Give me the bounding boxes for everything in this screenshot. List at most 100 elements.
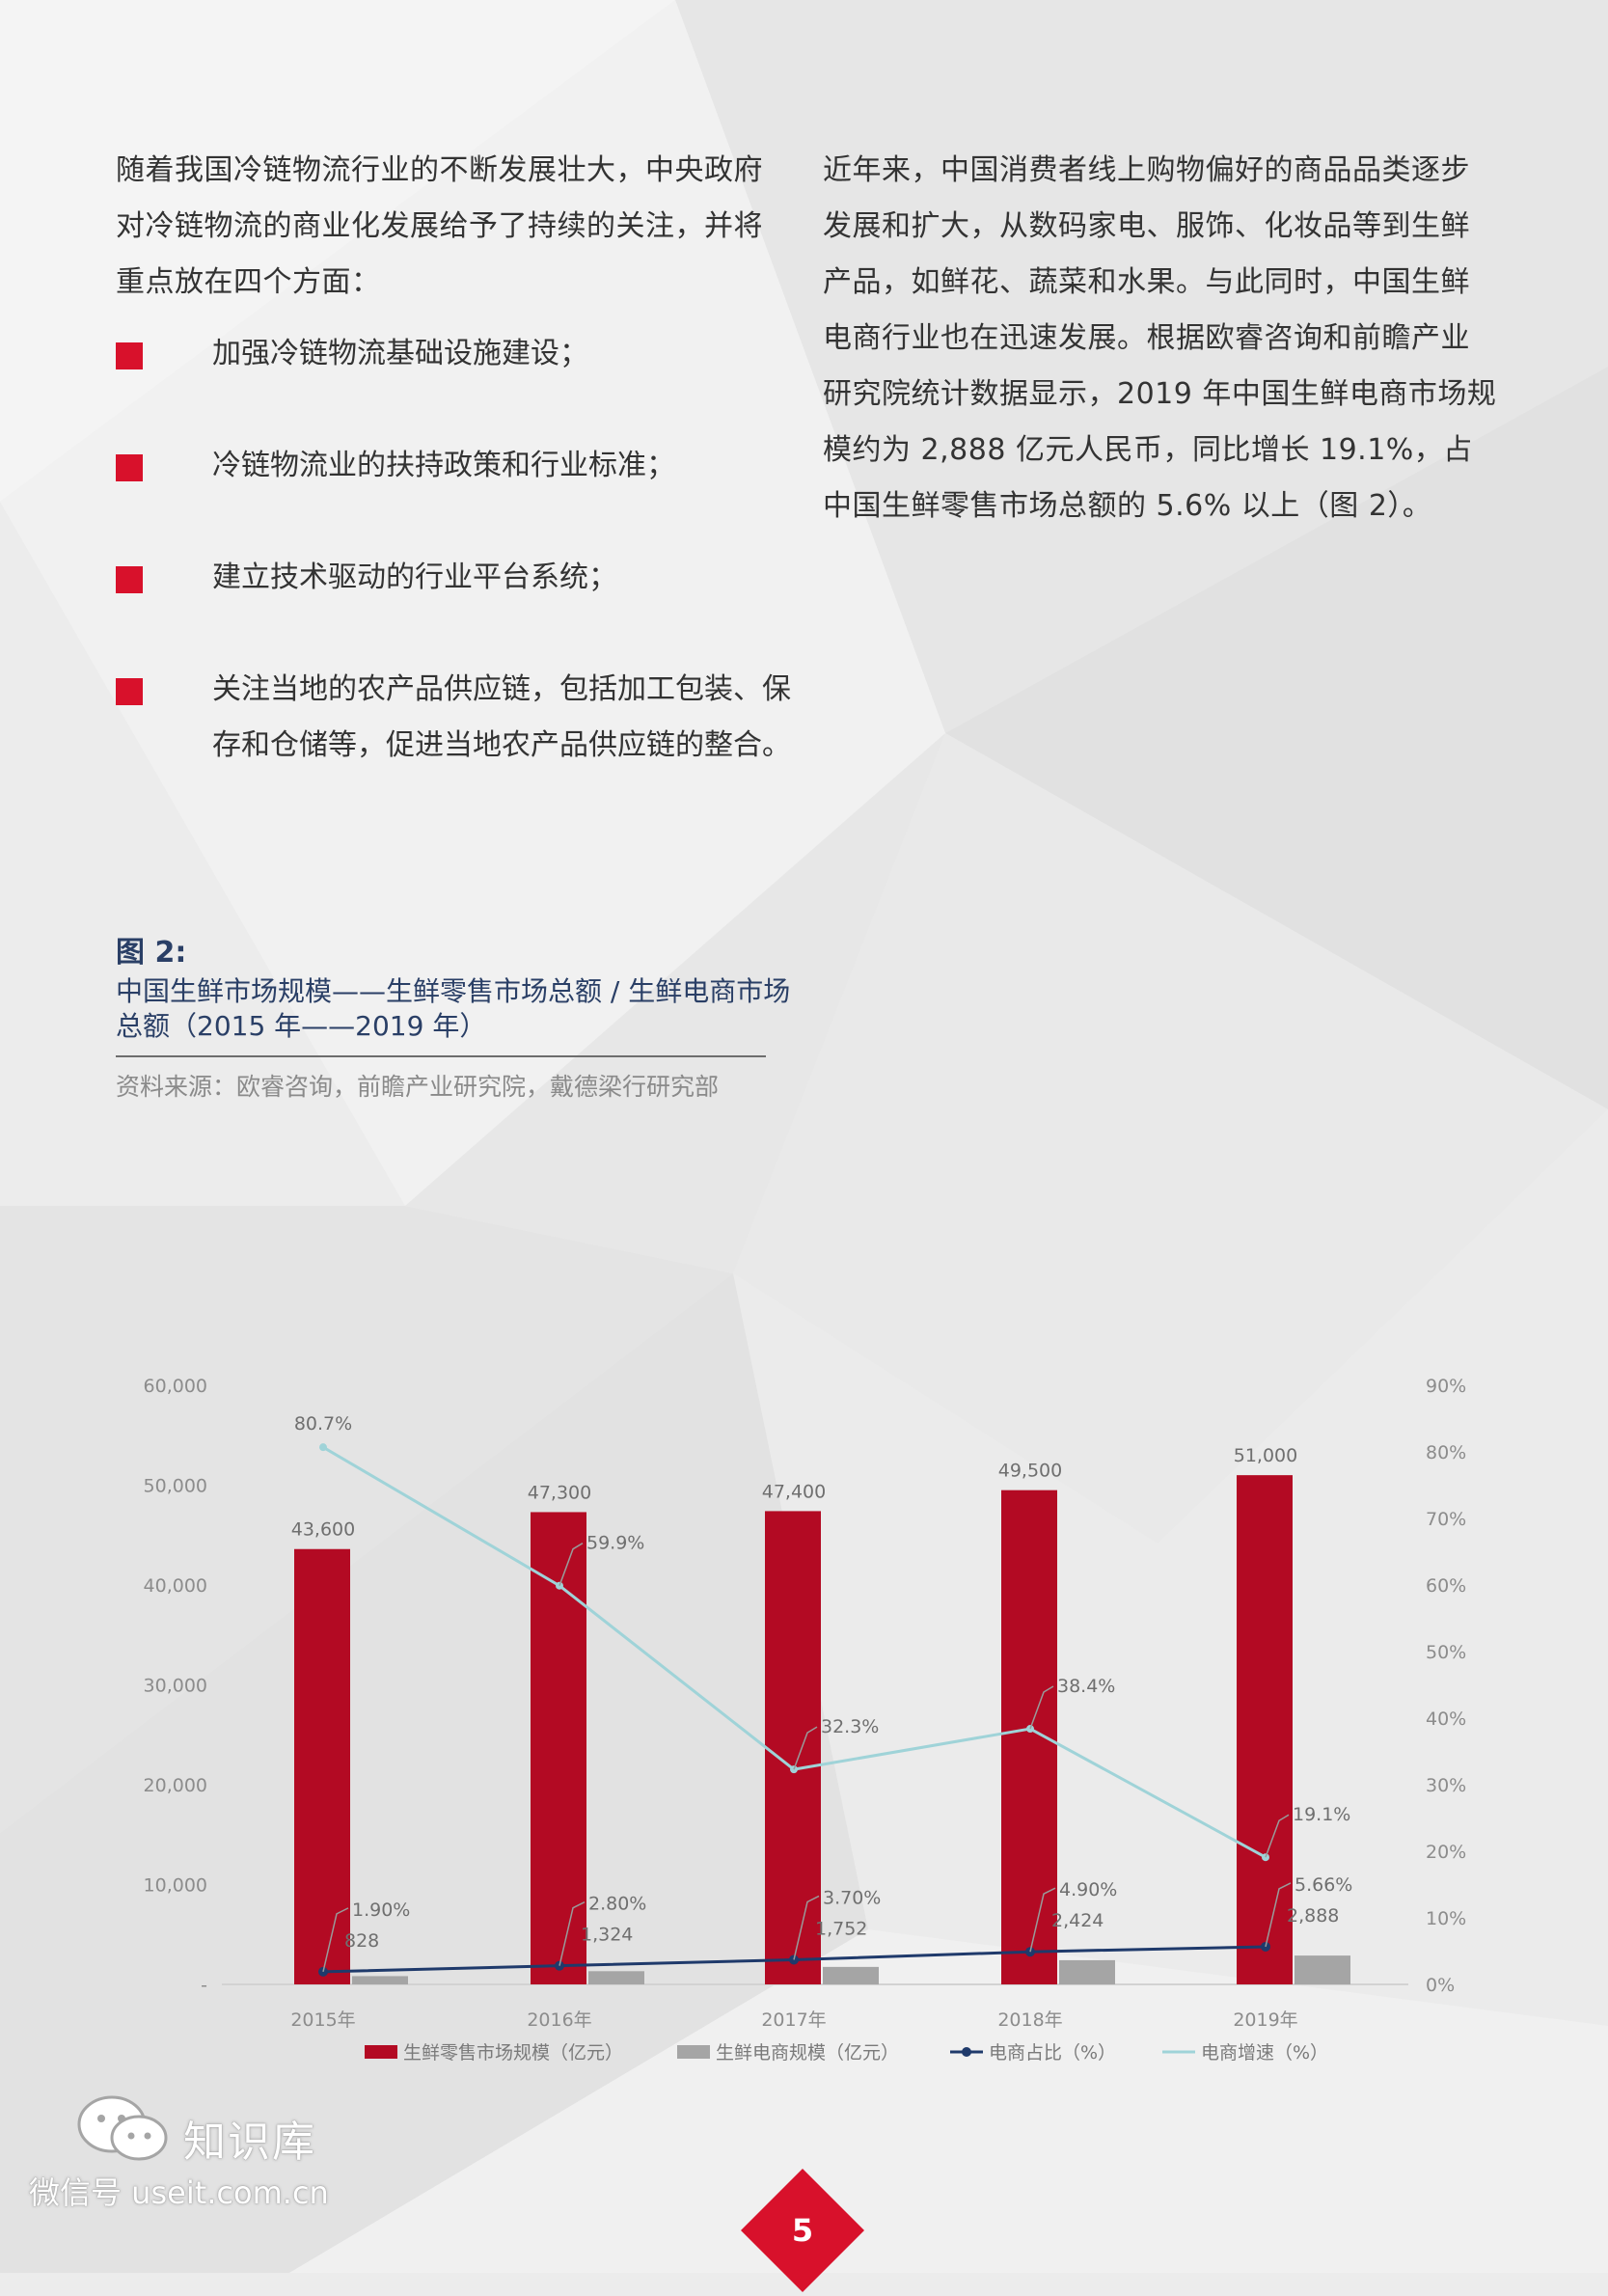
legend-swatch-dot <box>962 2047 971 2057</box>
list-item-text: 建立技术驱动的行业平台系统； <box>212 560 617 594</box>
figure-title: 中国生鲜市场规模——生鲜零售市场总额 / 生鲜电商市场总额（2015 年——20… <box>116 975 791 1042</box>
bar-ecommerce-market <box>352 1976 408 1984</box>
legend-entry: 电商增速（%） <box>1201 2042 1328 2064</box>
chart-legend: 生鲜零售市场规模（亿元） 生鲜电商规模（亿元） 电商占比（%） 电商增速（%） <box>365 2042 1328 2064</box>
bar-label-ecommerce: 1,324 <box>581 1925 633 1946</box>
legend-swatch <box>677 2045 710 2059</box>
y-tick-label-right: 20% <box>1426 1842 1466 1863</box>
leader-line-growth <box>559 1543 584 1586</box>
point-share <box>1261 1941 1270 1952</box>
data-label-growth: 38.4% <box>1057 1676 1115 1697</box>
bar-label-ecommerce: 1,752 <box>815 1918 867 1939</box>
leader-line-growth <box>793 1726 818 1770</box>
legend-entry: 生鲜电商规模（亿元） <box>716 2042 899 2064</box>
point-growth <box>319 1443 327 1452</box>
bar-label-retail: 47,300 <box>528 1482 591 1503</box>
data-label-growth: 80.7% <box>294 1413 352 1435</box>
leader-line-growth <box>1029 1685 1054 1730</box>
leader-line-share <box>1029 1887 1056 1953</box>
bar-label-ecommerce: 2,424 <box>1051 1910 1104 1931</box>
bar-retail-market <box>1001 1490 1057 1984</box>
point-growth <box>1026 1725 1034 1734</box>
leader-line-share <box>559 1901 586 1966</box>
leader-line-share <box>793 1895 820 1960</box>
bar-ecommerce-market <box>1059 1959 1115 1984</box>
diamond-badge-icon <box>741 2169 864 2292</box>
figure-source: 资料来源：欧睿咨询，前瞻产业研究院，戴德梁行研究部 <box>116 1073 720 1101</box>
data-label-share: 2.80% <box>588 1894 646 1915</box>
right-column: 近年来，中国消费者线上购物偏好的商品品类逐步发展和扩大，从数码家电、服饰、化妆品… <box>823 143 1498 534</box>
list-item-text: 冷链物流业的扶持政策和行业标准； <box>212 449 675 482</box>
bar-ecommerce-market <box>1295 1955 1350 1984</box>
page-number: 5 <box>791 2212 814 2249</box>
y-tick-label-right: 40% <box>1426 1708 1466 1730</box>
y-tick-label-right: 90% <box>1426 1376 1466 1397</box>
bar-label-retail: 47,400 <box>762 1481 826 1502</box>
x-tick-label: 2018年 <box>997 2009 1062 2031</box>
y-tick-label-right: 70% <box>1426 1509 1466 1530</box>
list-item-text: 加强冷链物流基础设施建设； <box>212 337 588 370</box>
leader-line-growth <box>1265 1814 1290 1858</box>
watermark: 知识库 微信号 useit.com.cn <box>29 2093 338 2219</box>
watermark-account: 微信号 useit.com.cn <box>29 2174 329 2211</box>
y-tick-label-right: 30% <box>1426 1775 1466 1796</box>
y-tick-label-right: 60% <box>1426 1575 1466 1597</box>
watermark-name: 知识库 <box>183 2118 316 2167</box>
data-label-share: 3.70% <box>823 1887 881 1908</box>
market-paragraph: 近年来，中国消费者线上购物偏好的商品品类逐步发展和扩大，从数码家电、服饰、化妆品… <box>823 153 1497 523</box>
y-tick-label-left: 20,000 <box>144 1775 207 1796</box>
x-tick-label: 2016年 <box>527 2009 591 2031</box>
bar-label-retail: 43,600 <box>291 1519 355 1541</box>
bar-label-ecommerce: 2,888 <box>1287 1905 1339 1927</box>
y-axis-right: 0% 10% 20% 30% 40% 50% 60% 70% 80% 90% <box>1426 1376 1466 1996</box>
y-tick-label-right: 80% <box>1426 1442 1466 1463</box>
leader-line-share <box>322 1907 349 1973</box>
fresh-market-chart: - 10,000 20,000 30,000 40,000 50,000 60,000 0%… <box>144 1376 1467 2064</box>
list-item: 建立技术驱动的行业平台系统； <box>116 550 791 606</box>
line-layer: 80.7% 59.9% 32.3% 38.4% 19.1% 1.90% 828 2.80% 1,… <box>294 1413 1352 1977</box>
focus-list: 加强冷链物流基础设施建设； 冷链物流业的扶持政策和行业标准； 建立技术驱动的行业… <box>116 326 791 774</box>
y-tick-label-left: 40,000 <box>144 1575 207 1597</box>
y-tick-label-right: 0% <box>1426 1975 1455 1996</box>
bar-retail-market <box>294 1548 350 1984</box>
point-share <box>318 1966 328 1977</box>
bar-label-retail: 49,500 <box>998 1461 1062 1482</box>
data-label-growth: 19.1% <box>1293 1804 1350 1825</box>
y-tick-label-right: 10% <box>1426 1908 1466 1929</box>
y-tick-label-left: 50,000 <box>144 1476 207 1497</box>
bar-retail-market <box>765 1511 821 1984</box>
bar-ecommerce-market <box>823 1966 879 1984</box>
wechat-icon <box>77 2095 168 2161</box>
x-tick-label: 2015年 <box>290 2009 355 2031</box>
y-tick-label-left: 60,000 <box>144 1376 207 1397</box>
x-tick-label: 2017年 <box>761 2009 826 2031</box>
data-label-growth: 59.9% <box>586 1533 644 1554</box>
bullet-square-icon <box>116 342 143 369</box>
figure-divider <box>116 1055 766 1057</box>
x-tick-label: 2019年 <box>1233 2009 1297 2031</box>
data-label-share: 5.66% <box>1295 1874 1352 1896</box>
data-label-growth: 32.3% <box>821 1716 879 1737</box>
bar-layer: 43,600 47,300 47,400 49,500 51,000 <box>291 1445 1350 1984</box>
figure-header: 图 2: 中国生鲜市场规模——生鲜零售市场总额 / 生鲜电商市场总额（2015 … <box>116 934 791 1104</box>
left-column: 随着我国冷链物流行业的不断发展壮大，中央政府对冷链物流的商业化发展给予了持续的关… <box>116 143 791 774</box>
data-label-share: 4.90% <box>1059 1879 1117 1900</box>
bullet-square-icon <box>116 678 143 705</box>
bar-label-retail: 51,000 <box>1234 1445 1297 1466</box>
list-item: 加强冷链物流基础设施建设； <box>116 326 791 382</box>
bullet-square-icon <box>116 566 143 593</box>
y-tick-label-left: - <box>201 1975 207 1996</box>
bullet-square-icon <box>116 454 143 481</box>
x-axis-labels: 2015年 2016年 2017年 2018年 2019年 <box>290 2009 1297 2031</box>
legend-swatch <box>365 2045 397 2059</box>
list-item: 关注当地的农产品供应链，包括加工包装、保存和仓储等，促进当地农产品供应链的整合。 <box>116 662 791 774</box>
bar-ecommerce-market <box>588 1971 644 1984</box>
bar-label-ecommerce: 828 <box>344 1930 379 1952</box>
y-tick-label-right: 50% <box>1426 1642 1466 1663</box>
page-number-badge: 5 <box>737 2165 868 2296</box>
bar-retail-market <box>1237 1475 1293 1984</box>
legend-entry: 电商占比（%） <box>989 2042 1116 2064</box>
y-tick-label-left: 30,000 <box>144 1676 207 1697</box>
data-label-share: 1.90% <box>352 1900 410 1921</box>
